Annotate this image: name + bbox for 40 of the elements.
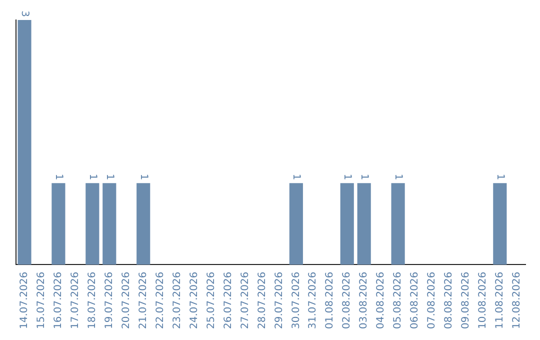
x-tick-label: 11.08.2026 xyxy=(494,272,506,330)
x-tick-label: 06.08.2026 xyxy=(410,272,421,330)
x-tick-label: 12.08.2026 xyxy=(511,272,522,330)
x-tick-label: 29.07.2026 xyxy=(274,272,285,330)
data-label: 1 xyxy=(290,174,302,180)
x-tick-label: 26.07.2026 xyxy=(222,272,234,330)
x-tick-label: 08.08.2026 xyxy=(444,272,455,330)
data-label: 1 xyxy=(86,174,98,180)
data-label: 1 xyxy=(342,174,353,180)
data-label: 1 xyxy=(358,174,370,180)
x-tick-label: 24.07.2026 xyxy=(188,272,200,330)
x-tick-label: 14.07.2026 xyxy=(19,272,30,330)
x-tick-label: 21.07.2026 xyxy=(138,272,149,330)
x-tick-label: 25.07.2026 xyxy=(206,272,217,330)
data-label: 1 xyxy=(392,174,404,180)
x-tick-label: 01.08.2026 xyxy=(324,272,336,330)
data-label: 3 xyxy=(18,10,30,17)
x-tick-label: 18.07.2026 xyxy=(87,272,98,330)
x-tick-label: 02.08.2026 xyxy=(342,272,353,330)
x-tick-label: 23.07.2026 xyxy=(172,272,183,330)
data-label: 1 xyxy=(494,174,506,180)
data-label: 1 xyxy=(104,174,115,180)
x-tick-label: 27.07.2026 xyxy=(240,272,251,330)
x-tick-label: 31.07.2026 xyxy=(308,272,319,330)
x-tick-label: 20.07.2026 xyxy=(120,272,132,330)
x-tick-label: 09.08.2026 xyxy=(460,272,472,330)
x-tick-label: 30.07.2026 xyxy=(290,272,302,330)
x-tick-label: 22.07.2026 xyxy=(154,272,166,330)
x-tick-label: 07.08.2026 xyxy=(426,272,438,330)
x-tick-label: 10.08.2026 xyxy=(478,272,489,330)
x-tick-label: 16.07.2026 xyxy=(53,272,64,330)
x-tick-label: 04.08.2026 xyxy=(376,272,387,330)
x-tick-label: 28.07.2026 xyxy=(256,272,268,330)
x-tick-label: 05.08.2026 xyxy=(392,272,404,330)
data-label: 1 xyxy=(52,174,64,180)
x-tick-label: 15.07.2026 xyxy=(36,272,48,330)
data-label: 1 xyxy=(138,174,149,180)
x-tick-label: 17.07.2026 xyxy=(70,272,82,330)
x-tick-label: 03.08.2026 xyxy=(358,272,370,330)
x-tick-label: 19.07.2026 xyxy=(104,272,115,330)
